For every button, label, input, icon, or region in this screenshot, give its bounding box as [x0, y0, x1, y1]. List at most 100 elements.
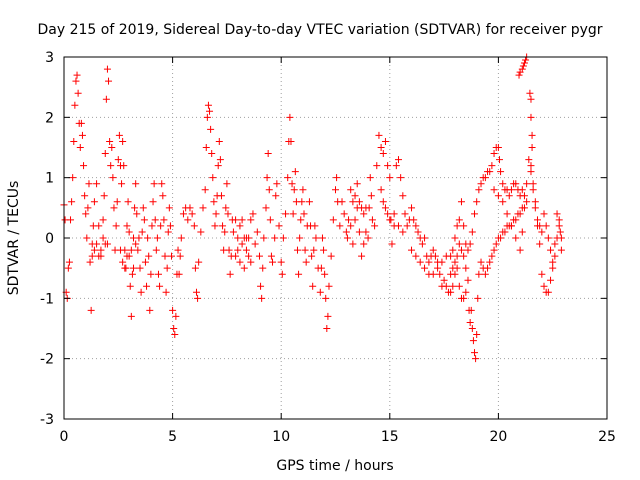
- data-point: [310, 246, 318, 254]
- data-point: [100, 192, 108, 200]
- data-point: [332, 186, 339, 194]
- data-point: [360, 210, 368, 218]
- data-point: [488, 252, 496, 260]
- data-point: [102, 95, 110, 103]
- data-point: [538, 270, 546, 278]
- data-point: [123, 252, 131, 260]
- data-point: [505, 192, 513, 200]
- data-point: [93, 240, 101, 248]
- data-point: [101, 150, 109, 158]
- data-point: [410, 216, 418, 224]
- data-point: [473, 198, 481, 206]
- data-point: [172, 312, 180, 320]
- data-point: [77, 119, 85, 127]
- data-point: [347, 222, 355, 230]
- data-point: [501, 228, 509, 236]
- data-point: [447, 252, 455, 260]
- data-point: [188, 210, 196, 218]
- data-point: [97, 246, 105, 254]
- data-point: [555, 222, 563, 230]
- data-point: [512, 216, 520, 224]
- data-point: [312, 234, 320, 242]
- data-point: [247, 216, 255, 224]
- data-point: [468, 325, 476, 332]
- data-point: [212, 210, 220, 218]
- data-point: [242, 246, 250, 254]
- data-point: [236, 222, 244, 230]
- x-tick-label: 0: [60, 429, 69, 445]
- data-point: [211, 222, 219, 230]
- data-point: [116, 246, 124, 254]
- data-point: [263, 174, 271, 182]
- data-point: [429, 246, 437, 254]
- data-point: [497, 234, 505, 242]
- data-point: [529, 186, 537, 194]
- data-point: [320, 246, 328, 254]
- data-point: [293, 246, 301, 254]
- data-point: [392, 162, 400, 170]
- data-point: [156, 282, 164, 290]
- data-point: [238, 216, 246, 224]
- data-point: [174, 246, 182, 254]
- data-point: [494, 144, 502, 151]
- data-point: [518, 228, 526, 236]
- data-point: [457, 198, 465, 206]
- data-point: [202, 144, 210, 151]
- data-point: [471, 349, 479, 357]
- data-point: [278, 270, 286, 278]
- data-point: [164, 228, 172, 236]
- data-point: [88, 252, 96, 260]
- data-point: [475, 186, 483, 194]
- data-point: [131, 204, 139, 212]
- data-point: [262, 204, 270, 212]
- data-point: [71, 101, 79, 109]
- data-point: [138, 228, 146, 236]
- data-point: [442, 282, 450, 290]
- data-point: [373, 162, 381, 170]
- data-point: [163, 264, 171, 272]
- data-point: [412, 252, 420, 260]
- y-tick-label: -2: [40, 352, 54, 368]
- data-point: [108, 144, 116, 151]
- data-point: [436, 270, 444, 278]
- y-axis-label: SDTVAR / TECUs: [6, 181, 22, 296]
- data-point: [82, 210, 90, 218]
- data-point: [64, 264, 72, 272]
- data-point: [457, 246, 465, 254]
- data-point: [279, 234, 287, 242]
- data-point: [72, 77, 80, 85]
- data-point: [258, 294, 266, 302]
- data-point: [536, 222, 544, 230]
- data-point: [115, 131, 123, 139]
- data-point: [169, 306, 177, 314]
- data-point: [497, 168, 505, 176]
- data-point: [384, 210, 392, 218]
- data-point: [477, 258, 485, 266]
- data-point: [166, 222, 174, 230]
- data-point: [144, 234, 152, 242]
- data-point: [109, 174, 117, 182]
- data-point: [490, 246, 498, 254]
- data-point: [323, 325, 331, 332]
- y-tick-label: 3: [45, 50, 54, 66]
- data-point: [73, 71, 81, 79]
- data-point: [520, 204, 528, 212]
- data-point: [95, 222, 103, 230]
- data-point: [394, 156, 402, 164]
- data-point: [536, 240, 544, 248]
- data-point: [140, 216, 148, 224]
- data-point: [282, 210, 290, 218]
- data-point: [375, 131, 383, 139]
- data-point: [325, 282, 333, 290]
- data-point: [379, 150, 387, 158]
- data-point: [540, 282, 548, 290]
- data-point: [416, 258, 424, 266]
- x-tick-label: 15: [381, 429, 399, 445]
- data-point: [368, 216, 376, 224]
- data-point: [329, 216, 337, 224]
- data-point: [455, 240, 463, 248]
- data-point: [114, 156, 122, 164]
- data-point: [367, 192, 375, 200]
- data-point: [394, 222, 402, 230]
- data-point: [222, 204, 230, 212]
